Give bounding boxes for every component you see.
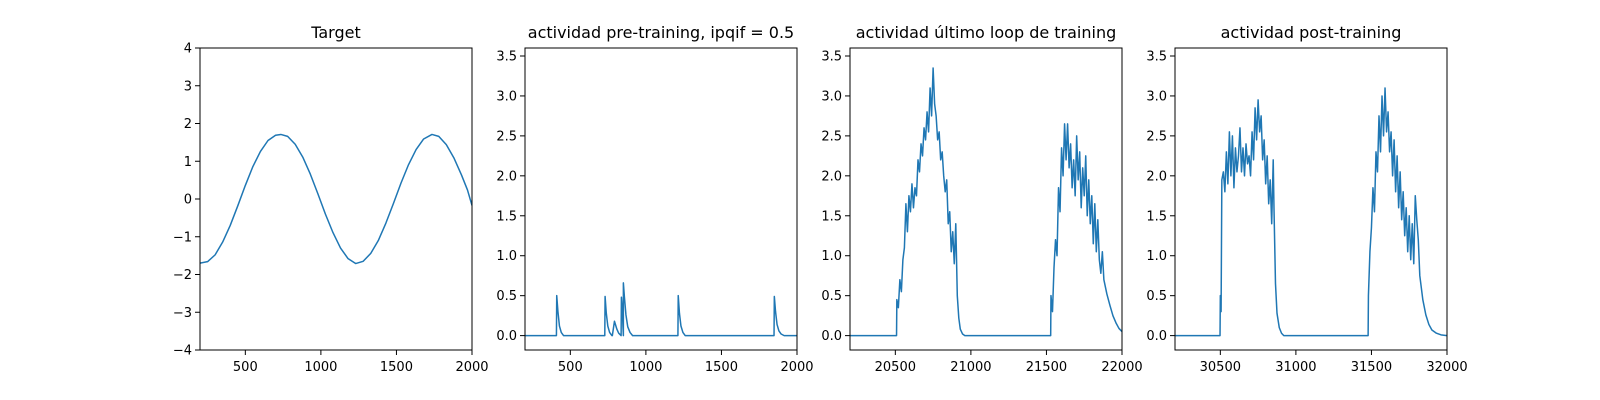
y-tick-label: −1 — [173, 230, 192, 245]
x-tick-label: 32000 — [1426, 360, 1467, 375]
x-tick-label: 21000 — [950, 360, 991, 375]
y-tick-label: 3.0 — [821, 89, 842, 104]
x-tick-label: 30500 — [1200, 360, 1241, 375]
y-tick-label: 1 — [184, 155, 192, 170]
plot-frame — [1174, 47, 1448, 351]
x-tick-label: 20500 — [875, 360, 916, 375]
y-tick-label: 0 — [184, 193, 192, 208]
y-tick-label: 0.5 — [821, 289, 842, 304]
y-tick-label: 2.0 — [821, 169, 842, 184]
y-tick-label: −2 — [173, 268, 192, 283]
x-tick-label: 1500 — [380, 360, 413, 375]
y-tick-label: 2 — [184, 117, 192, 132]
y-tick-label: 1.5 — [496, 209, 517, 224]
y-tick-label: 3.0 — [1146, 89, 1167, 104]
y-tick-label: −4 — [173, 344, 192, 359]
panel-title: actividad pre-training, ipqif = 0.5 — [528, 23, 794, 42]
y-tick-label: 1.5 — [821, 209, 842, 224]
y-tick-label: 2.0 — [496, 169, 517, 184]
series-line — [850, 67, 1122, 337]
plot-frame — [524, 47, 798, 351]
x-tick-label: 500 — [233, 360, 258, 375]
y-tick-label: 2.5 — [496, 129, 517, 144]
x-tick-label: 31500 — [1351, 360, 1392, 375]
y-tick-label: 2.5 — [821, 129, 842, 144]
plot-frame — [849, 47, 1123, 351]
y-tick-label: 0.0 — [1146, 329, 1167, 344]
y-tick-label: 1.0 — [496, 249, 517, 264]
series-line — [1175, 87, 1447, 337]
panel-title: actividad post-training — [1221, 23, 1402, 42]
y-tick-label: 1.5 — [1146, 209, 1167, 224]
panel-title: Target — [310, 23, 361, 42]
panel-target: Target 500 1000 1500 2000 −4 −3 −2 −1 0 1 2 3 4 — [173, 23, 489, 375]
x-tick-label: 1500 — [705, 360, 738, 375]
x-tick-label: 1000 — [629, 360, 662, 375]
x-tick-label: 21500 — [1026, 360, 1067, 375]
x-tick-label: 2000 — [455, 360, 488, 375]
y-tick-label: 0.5 — [1146, 289, 1167, 304]
x-tick-label: 22000 — [1101, 360, 1142, 375]
y-tick-label: 0.0 — [821, 329, 842, 344]
series-line — [200, 133, 472, 265]
panel-post-training: actividad post-training 30500 31000 31500 3… — [1146, 23, 1467, 375]
y-tick-label: 3.5 — [821, 49, 842, 64]
y-tick-label: 1.0 — [821, 249, 842, 264]
y-tick-label: 3.5 — [496, 49, 517, 64]
panel-pre-training: actividad pre-training, ipqif = 0.5 500 1… — [496, 23, 813, 375]
panel-last-training-loop: actividad último loop de training 20500 2… — [821, 23, 1142, 375]
y-tick-label: 4 — [184, 42, 192, 57]
y-tick-label: 2.5 — [1146, 129, 1167, 144]
y-tick-label: 1.0 — [1146, 249, 1167, 264]
y-tick-label: 0.0 — [496, 329, 517, 344]
y-tick-label: −3 — [173, 306, 192, 321]
y-tick-label: 0.5 — [496, 289, 517, 304]
x-tick-label: 500 — [558, 360, 583, 375]
panel-title: actividad último loop de training — [856, 23, 1117, 42]
y-tick-label: 3 — [184, 79, 192, 94]
y-tick-label: 2.0 — [1146, 169, 1167, 184]
y-tick-label: 3.0 — [496, 89, 517, 104]
series-line — [525, 282, 797, 337]
x-tick-label: 2000 — [780, 360, 813, 375]
x-tick-label: 31000 — [1275, 360, 1316, 375]
y-tick-label: 3.5 — [1146, 49, 1167, 64]
x-tick-label: 1000 — [304, 360, 337, 375]
